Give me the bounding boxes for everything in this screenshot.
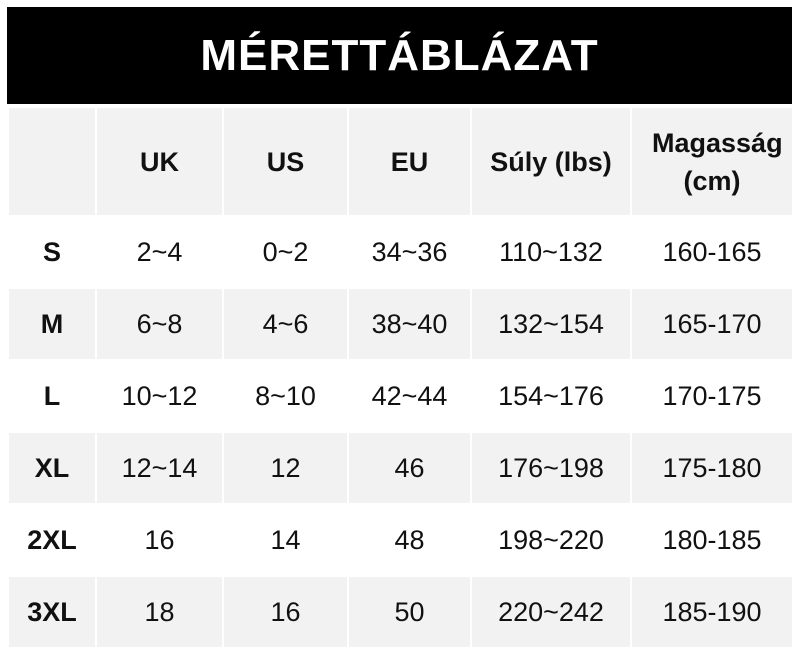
table-row: M 6~8 4~6 38~40 132~154 165-170 (7, 287, 794, 361)
cell-height: 175-180 (630, 431, 794, 505)
header-uk: UK (95, 106, 224, 217)
cell-weight: 154~176 (470, 359, 632, 433)
table-row: 2XL 16 14 48 198~220 180-185 (7, 503, 794, 577)
cell-height: 180-185 (630, 503, 794, 577)
cell-us: 8~10 (222, 359, 349, 433)
cell-height: 165-170 (630, 287, 794, 361)
cell-uk: 18 (95, 575, 224, 649)
cell-height: 160-165 (630, 215, 794, 289)
table-row: 3XL 18 16 50 220~242 185-190 (7, 575, 794, 649)
header-cell (7, 106, 97, 217)
header-eu: EU (347, 106, 472, 217)
header-us: US (222, 106, 349, 217)
cell-us: 14 (222, 503, 349, 577)
cell-weight: 176~198 (470, 431, 632, 505)
cell-weight: 132~154 (470, 287, 632, 361)
cell-uk: 12~14 (95, 431, 224, 505)
cell-height: 185-190 (630, 575, 794, 649)
cell-weight: 110~132 (470, 215, 632, 289)
header-weight: Súly (lbs) (470, 106, 632, 217)
cell-uk: 10~12 (95, 359, 224, 433)
cell-size: S (7, 215, 97, 289)
cell-size: 3XL (7, 575, 97, 649)
cell-us: 4~6 (222, 287, 349, 361)
cell-size: XL (7, 431, 97, 505)
cell-us: 12 (222, 431, 349, 505)
table-row: S 2~4 0~2 34~36 110~132 160-165 (7, 215, 794, 289)
cell-uk: 2~4 (95, 215, 224, 289)
table-row: L 10~12 8~10 42~44 154~176 170-175 (7, 359, 794, 433)
cell-us: 16 (222, 575, 349, 649)
cell-eu: 46 (347, 431, 472, 505)
cell-weight: 198~220 (470, 503, 632, 577)
cell-size: 2XL (7, 503, 97, 577)
cell-eu: 42~44 (347, 359, 472, 433)
table-row: XL 12~14 12 46 176~198 175-180 (7, 431, 794, 505)
header-height: Magasság (cm) (630, 106, 794, 217)
cell-eu: 34~36 (347, 215, 472, 289)
cell-eu: 48 (347, 503, 472, 577)
cell-height: 170-175 (630, 359, 794, 433)
cell-eu: 38~40 (347, 287, 472, 361)
cell-uk: 16 (95, 503, 224, 577)
cell-size: L (7, 359, 97, 433)
cell-us: 0~2 (222, 215, 349, 289)
cell-weight: 220~242 (470, 575, 632, 649)
header-row: UK US EU Súly (lbs) Magasság (cm) (7, 106, 794, 217)
size-chart-table: UK US EU Súly (lbs) Magasság (cm) S 2~4 0~… (7, 106, 794, 649)
cell-size: M (7, 287, 97, 361)
cell-eu: 50 (347, 575, 472, 649)
cell-uk: 6~8 (95, 287, 224, 361)
page-title: MÉRETTÁBLÁZAT (7, 7, 792, 104)
